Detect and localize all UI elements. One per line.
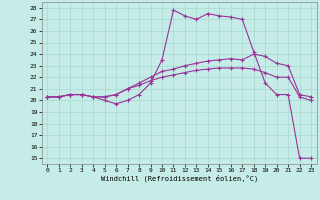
X-axis label: Windchill (Refroidissement éolien,°C): Windchill (Refroidissement éolien,°C) bbox=[100, 175, 258, 182]
